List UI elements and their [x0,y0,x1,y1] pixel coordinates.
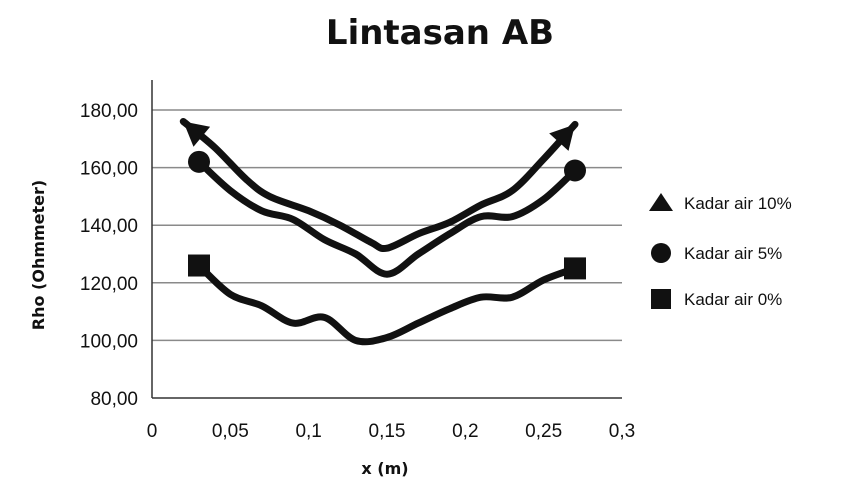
series-2-marker-start [188,150,210,173]
y-tick-label: 120,00 [80,274,138,295]
series-3-marker-end [564,257,586,280]
y-tick-label: 140,00 [80,216,138,237]
x-tick-label: 0,25 [525,421,562,442]
y-tick-label: 80,00 [90,389,138,410]
legend-triangle-icon [649,193,673,211]
series-3-marker-start [188,254,210,277]
legend-item-3: Kadar air 0% [651,289,782,309]
series-line-1 [179,118,579,253]
legend-label: Kadar air 5% [684,244,782,263]
legend: Kadar air 10% Kadar air 5% Kadar air 0% [649,193,792,309]
y-tick-label: 180,00 [80,101,138,122]
legend-item-1: Kadar air 10% [649,193,792,213]
x-tick-label: 0,1 [295,421,321,442]
y-axis-label: Rho (Ohmmeter) [29,180,48,330]
chart-title: Lintasan AB [326,13,554,53]
series-1-arrow-end [549,124,575,151]
legend-label: Kadar air 0% [684,290,782,309]
series-line-3 [195,262,579,346]
series-line-2 [195,158,579,278]
y-tick-label: 100,00 [80,331,138,352]
x-tick-labels: 0 0,05 0,1 0,15 0,2 0,25 0,3 [147,421,636,442]
legend-label: Kadar air 10% [684,194,792,213]
x-tick-label: 0,2 [452,421,478,442]
legend-item-2: Kadar air 5% [651,243,782,263]
x-axis-label: x (m) [361,459,408,478]
x-tick-label: 0,3 [609,421,635,442]
gridlines [152,109,622,342]
x-tick-label: 0 [147,421,158,442]
x-tick-label: 0,15 [369,421,406,442]
y-tick-labels: 80,00 100,00 120,00 140,00 160,00 180,00 [80,101,138,410]
y-tick-label: 160,00 [80,159,138,180]
series-2-marker-end [564,159,586,182]
series-markers [183,121,586,280]
axes [151,80,622,399]
series-1-arrow-start [183,121,211,147]
x-tick-label: 0,05 [212,421,249,442]
legend-circle-icon [651,243,671,263]
series-lines [179,118,579,346]
legend-square-icon [651,289,671,309]
